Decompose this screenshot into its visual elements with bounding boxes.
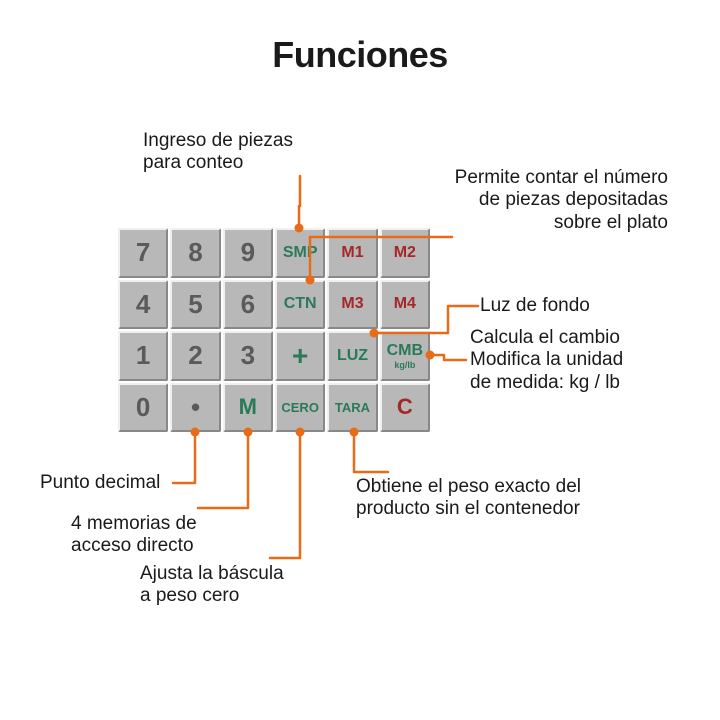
key-label: CMB: [387, 342, 423, 360]
key-label: 6: [241, 289, 255, 320]
key-m4[interactable]: M4: [380, 280, 430, 330]
annotation-mem: 4 memorias deacceso directo: [71, 513, 291, 558]
callout-line-smp: [299, 176, 300, 228]
key-8[interactable]: 8: [170, 228, 220, 278]
key-label: CTN: [284, 295, 317, 313]
annotation-dot: Punto decimal: [40, 472, 240, 494]
key-[interactable]: •: [170, 383, 220, 433]
key-label: 0: [136, 392, 150, 423]
key-label: •: [191, 392, 200, 423]
callout-line-tara: [354, 432, 388, 472]
key-ctn[interactable]: CTN: [275, 280, 325, 330]
key-label: M3: [341, 295, 363, 313]
annotation-ctn: Permite contar el númerode piezas deposi…: [400, 167, 668, 234]
annotation-luz: Luz de fondo: [480, 295, 680, 317]
key-label: +: [292, 340, 308, 372]
key-label: TARA: [335, 400, 370, 415]
key-1[interactable]: 1: [118, 331, 168, 381]
key-0[interactable]: 0: [118, 383, 168, 433]
key-label: 3: [241, 340, 255, 371]
key-5[interactable]: 5: [170, 280, 220, 330]
key-label: M4: [394, 295, 416, 313]
key-smp[interactable]: SMP: [275, 228, 325, 278]
key-m1[interactable]: M1: [327, 228, 377, 278]
key-m3[interactable]: M3: [327, 280, 377, 330]
key-label: 5: [188, 289, 202, 320]
annotation-tara: Obtiene el peso exacto delproducto sin e…: [356, 476, 676, 521]
annotation-cmb: Calcula el cambioModifica la unidadde me…: [470, 327, 690, 394]
key-cero[interactable]: CERO: [275, 383, 325, 433]
key-label: 9: [241, 237, 255, 268]
page-title: Funciones: [0, 34, 720, 76]
key-label: 1: [136, 340, 150, 371]
key-label: M1: [341, 244, 363, 262]
keypad: 7 8 9 SMP M1 M2 4 5 6 CTN M3 M4 1 2 3 + LUZ CMBkg/lb 0 • M CE…: [118, 228, 430, 432]
key-label: 8: [188, 237, 202, 268]
key-m2[interactable]: M2: [380, 228, 430, 278]
key-label: LUZ: [337, 347, 368, 365]
key-label: SMP: [283, 244, 318, 262]
key-c[interactable]: C: [380, 383, 430, 433]
annotation-smp: Ingreso de piezaspara conteo: [143, 130, 403, 175]
key-2[interactable]: 2: [170, 331, 220, 381]
key-label: C: [397, 394, 413, 420]
key-label: 2: [188, 340, 202, 371]
key-9[interactable]: 9: [223, 228, 273, 278]
key-label: M2: [394, 244, 416, 262]
key-label: 4: [136, 289, 150, 320]
callout-line-cmb: [430, 355, 466, 360]
key-luz[interactable]: LUZ: [327, 331, 377, 381]
key-[interactable]: +: [275, 331, 325, 381]
key-3[interactable]: 3: [223, 331, 273, 381]
key-6[interactable]: 6: [223, 280, 273, 330]
key-cmb[interactable]: CMBkg/lb: [380, 331, 430, 381]
key-m[interactable]: M: [223, 383, 273, 433]
key-label: M: [239, 394, 257, 420]
key-label: 7: [136, 237, 150, 268]
key-tara[interactable]: TARA: [327, 383, 377, 433]
key-sublabel: kg/lb: [394, 361, 415, 370]
annotation-cero: Ajusta la básculaa peso cero: [140, 563, 360, 608]
callout-line-mem: [198, 432, 248, 508]
key-4[interactable]: 4: [118, 280, 168, 330]
key-label: CERO: [281, 400, 319, 415]
key-7[interactable]: 7: [118, 228, 168, 278]
